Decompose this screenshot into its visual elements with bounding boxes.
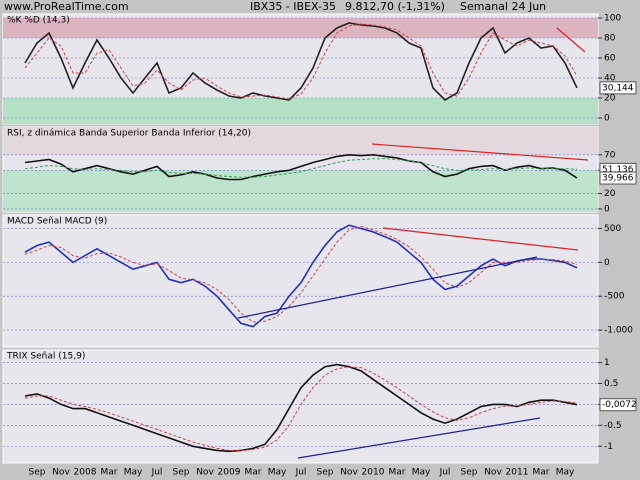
y-tick-label: -500 [604,292,625,302]
x-tick-label: Nov [484,468,502,478]
arrow [297,417,541,459]
y-tick-label: 80 [604,34,616,44]
y-tick-label: 60 [604,54,616,64]
value-label: 30,144 [602,83,634,93]
site: www.ProRealTime.com [4,0,129,13]
series-line [24,225,578,323]
x-tick-label: Jul [151,468,163,478]
x-tick-label: May [556,468,575,478]
plot-area [2,214,599,348]
series-line [24,158,578,178]
y-tick-label: 20 [604,94,616,104]
zone [3,170,598,212]
quote: 9.812,70 (-1,31%) [345,0,445,13]
x-tick-label: May [124,468,143,478]
y-tick-label: 20 [604,189,616,199]
arrow [237,256,538,319]
zone [3,98,598,124]
arrow [382,227,579,251]
y-tick-label: 500 [604,224,621,234]
panel-title: MACD Señal MACD (9) [7,217,107,227]
value-label: 39,966 [602,174,634,184]
panel-title: %K %D (14,3) [7,16,70,26]
x-tick-label: Jul [439,468,451,478]
value-box [599,81,637,95]
instrument: IBX35 - IBEX-35 [250,0,336,13]
value-label: 51,136 [602,165,634,175]
arrow [556,27,586,53]
series-line [24,366,578,451]
x-tick-label: Nov [52,468,70,478]
x-tick-label: Sep [29,468,46,478]
x-tick-label: Mar [245,468,262,478]
panel-title: TRIX Señal (15,9) [6,352,85,362]
x-tick-label: May [268,468,287,478]
x-tick-label: 2008 [74,468,97,478]
y-tick-label: -0.5 [604,421,622,431]
y-tick-label: 0 [604,258,610,268]
panel-title: RSI, z dinámica Banda Superior Banda Inf… [7,129,251,139]
series-line [24,23,578,100]
zone [3,127,598,155]
series-line [24,224,578,328]
y-tick-label: 0 [604,204,610,214]
x-tick-label: May [412,468,431,478]
period: Semanal 24 Jun [460,0,546,13]
x-tick-label: Nov [340,468,358,478]
x-tick-label: Mar [533,468,550,478]
series-line [24,22,578,102]
x-tick-label: 2011 [506,468,529,478]
y-tick-label: 100 [604,14,621,24]
y-tick-label: 0 [604,114,610,124]
x-tick-label: Sep [461,468,478,478]
y-tick-label: 40 [604,74,616,84]
y-tick-label: 0.5 [604,379,618,389]
x-tick-label: 2009 [218,468,241,478]
annotations [237,27,589,459]
y-tick-label: -1.000 [604,326,633,336]
value-label: -0,0072 [602,400,637,410]
x-tick-label: Nov [196,468,214,478]
x-tick-label: Mar [101,468,118,478]
x-tick-label: Sep [173,468,190,478]
y-tick-label: -1 [604,442,613,452]
x-tick-label: Jul [295,468,307,478]
x-tick-label: Mar [389,468,406,478]
plot-area [2,349,599,464]
value-box [599,171,637,185]
arrow [371,143,589,161]
series-line [24,153,578,181]
value-box [599,398,637,412]
zone [3,18,598,38]
y-tick-label: 70 [604,150,616,160]
x-tick-label: 2010 [362,468,385,478]
y-tick-label: 1 [604,358,610,368]
x-tick-label: Sep [317,468,334,478]
series-line [24,363,578,453]
